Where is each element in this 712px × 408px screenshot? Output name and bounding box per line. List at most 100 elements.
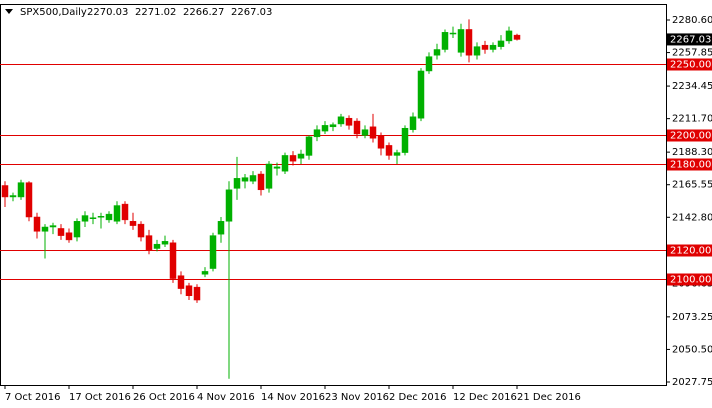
menu-arrow[interactable] bbox=[5, 9, 13, 14]
candle-body bbox=[505, 30, 513, 42]
candle-body bbox=[17, 182, 25, 198]
price-tag bbox=[667, 33, 712, 46]
candle-body bbox=[73, 221, 81, 238]
candle-body bbox=[289, 155, 297, 162]
candle-body bbox=[369, 126, 377, 139]
candle-body bbox=[65, 232, 73, 241]
header-price: 2267.03 bbox=[231, 7, 272, 18]
candle-body bbox=[49, 225, 57, 228]
y-tick-label: 2188.30 bbox=[672, 147, 712, 158]
candle-body bbox=[169, 242, 177, 279]
candle-body bbox=[225, 189, 233, 222]
candle-body bbox=[193, 286, 201, 301]
candle-body bbox=[281, 155, 289, 172]
candle-body bbox=[321, 125, 329, 132]
candle-body bbox=[81, 215, 89, 222]
candle-body bbox=[497, 40, 505, 47]
level-tag bbox=[667, 244, 712, 257]
y-tick-label: 2257.85 bbox=[672, 48, 712, 59]
x-tick-label: 14 Nov 2016 bbox=[261, 392, 325, 403]
candle-body bbox=[457, 29, 465, 53]
candle-body bbox=[249, 175, 257, 182]
x-tick-label: 17 Oct 2016 bbox=[69, 392, 131, 403]
candle-body bbox=[233, 178, 241, 189]
candle-body bbox=[489, 44, 497, 50]
candle-body bbox=[313, 129, 321, 138]
candle-body bbox=[465, 29, 473, 56]
candle-body bbox=[473, 46, 481, 56]
y-tick-label: 2211.70 bbox=[672, 114, 712, 125]
candle-body bbox=[417, 70, 425, 119]
candle-body bbox=[297, 153, 305, 159]
candle-body bbox=[273, 166, 281, 169]
y-tick-label: 2027.75 bbox=[672, 377, 712, 388]
candle-body bbox=[337, 116, 345, 125]
candle-body bbox=[153, 243, 161, 249]
candle-body bbox=[113, 205, 121, 222]
level-tag bbox=[667, 273, 712, 286]
candle-body bbox=[433, 49, 441, 56]
header-price: 2270.03 bbox=[87, 7, 128, 18]
candle-body bbox=[393, 152, 401, 156]
candle-body bbox=[1, 185, 9, 198]
level-tag bbox=[667, 129, 712, 142]
candle-body bbox=[265, 163, 273, 189]
plot-frame bbox=[0, 4, 667, 386]
candle-body bbox=[257, 173, 265, 191]
symbol-label: SPX500,Daily bbox=[20, 7, 87, 18]
level-tag bbox=[667, 158, 712, 171]
level-label: 2100.00 bbox=[670, 275, 711, 286]
candle-body bbox=[305, 136, 313, 156]
x-tick-label: 21 Dec 2016 bbox=[517, 392, 581, 403]
x-tick-label: 2 Dec 2016 bbox=[389, 392, 447, 403]
candle-body bbox=[329, 124, 337, 128]
y-tick-label: 2234.45 bbox=[672, 81, 712, 92]
candle-body bbox=[441, 32, 449, 50]
candle-body bbox=[209, 235, 217, 269]
candle-body bbox=[145, 235, 153, 251]
y-tick-label: 2142.80 bbox=[672, 212, 712, 223]
x-tick-label: 7 Oct 2016 bbox=[5, 392, 60, 403]
candle-body bbox=[217, 221, 225, 235]
candle-body bbox=[241, 177, 249, 182]
candle-body bbox=[401, 127, 409, 153]
candle-body bbox=[361, 129, 369, 136]
candle-body bbox=[353, 120, 361, 135]
candle-body bbox=[481, 44, 489, 50]
level-tag bbox=[667, 58, 712, 71]
x-tick-label: 23 Nov 2016 bbox=[325, 392, 389, 403]
y-tick-label: 2073.25 bbox=[672, 312, 712, 323]
level-label: 2250.00 bbox=[670, 60, 711, 71]
candle-body bbox=[161, 241, 169, 245]
y-tick-label: 2165.55 bbox=[672, 180, 712, 191]
current-price: 2267.03 bbox=[670, 34, 711, 45]
candle-body bbox=[129, 221, 137, 226]
candle-body bbox=[41, 226, 49, 232]
candle-body bbox=[137, 223, 145, 238]
x-tick-label: 4 Nov 2016 bbox=[197, 392, 255, 403]
candle-body bbox=[409, 116, 417, 130]
header-price: 2266.27 bbox=[183, 7, 224, 18]
candle-body bbox=[377, 135, 385, 149]
candle-body bbox=[25, 182, 33, 218]
candle-body bbox=[121, 203, 129, 221]
y-tick-label: 2280.60 bbox=[672, 15, 712, 26]
candle-body bbox=[97, 216, 105, 218]
candle-body bbox=[9, 195, 17, 198]
x-tick-label: 26 Oct 2016 bbox=[133, 392, 195, 403]
candle-body bbox=[345, 117, 353, 126]
candle-body bbox=[385, 145, 393, 156]
y-tick-label: 2050.50 bbox=[672, 344, 712, 355]
level-label: 2200.00 bbox=[670, 131, 711, 142]
candle-body bbox=[57, 228, 65, 236]
level-label: 2120.00 bbox=[670, 246, 711, 257]
candle-body bbox=[513, 34, 521, 40]
candle-body bbox=[449, 32, 457, 35]
level-label: 2180.00 bbox=[670, 160, 711, 171]
candle-body bbox=[89, 217, 97, 219]
candle-body bbox=[425, 56, 433, 72]
candle-body bbox=[201, 271, 209, 275]
x-tick-label: 12 Dec 2016 bbox=[453, 392, 517, 403]
